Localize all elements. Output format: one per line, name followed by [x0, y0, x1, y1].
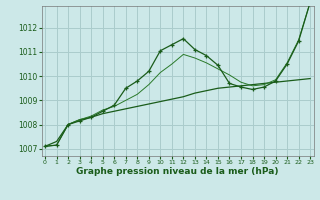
X-axis label: Graphe pression niveau de la mer (hPa): Graphe pression niveau de la mer (hPa)	[76, 167, 279, 176]
